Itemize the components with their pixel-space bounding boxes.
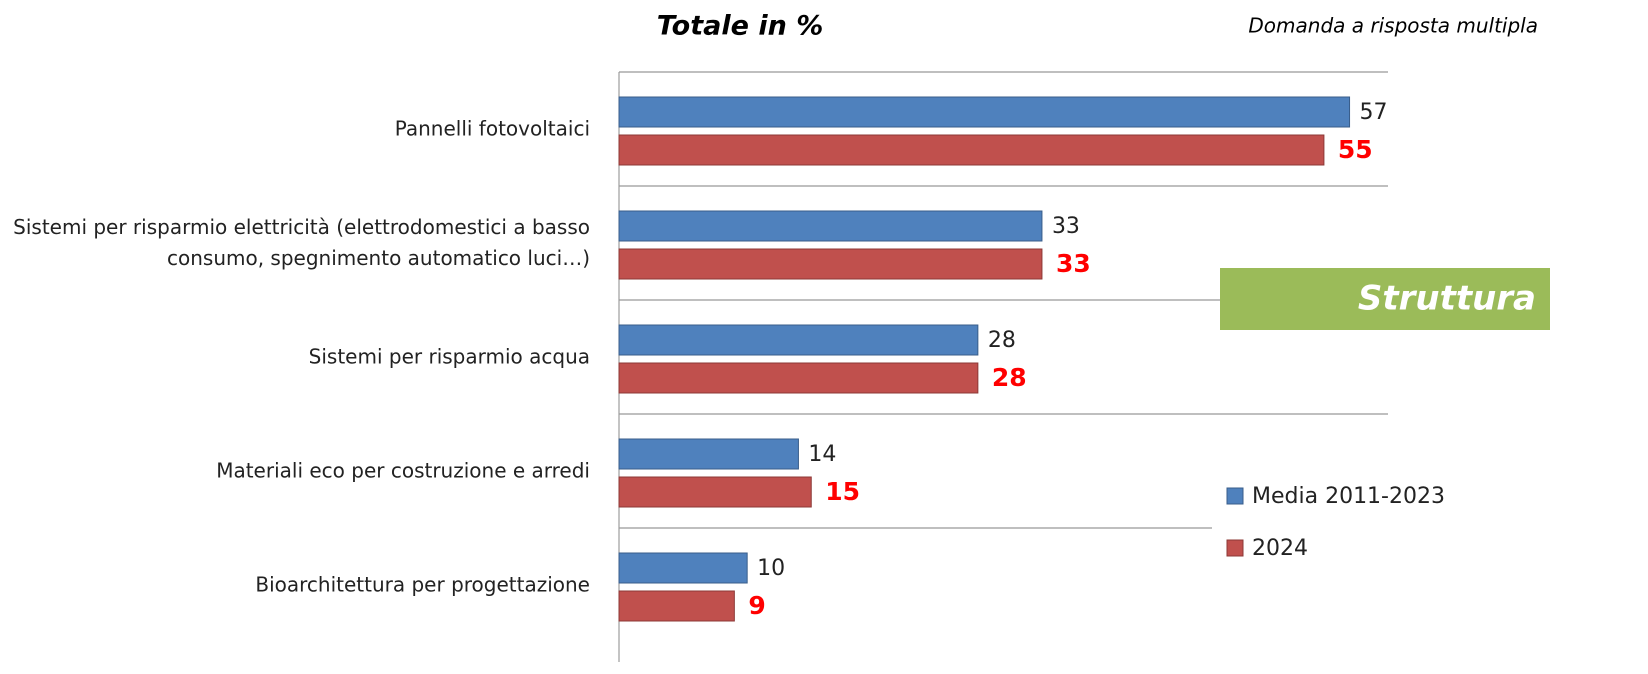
value-label: 33	[1052, 214, 1080, 239]
y-tick-label: Sistemi per risparmio acqua	[308, 344, 590, 369]
chart-subtitle: Domanda a risposta multipla	[1248, 14, 1538, 38]
y-tick-label: Pannelli fotovoltaici	[394, 116, 590, 141]
annotation-box	[1220, 268, 1550, 330]
bar	[618, 96, 1351, 128]
annotation: Struttura	[1358, 279, 1536, 319]
value-label: 14	[808, 442, 836, 467]
value-label: 55	[1338, 135, 1373, 164]
bar	[618, 248, 1043, 280]
value-label: 10	[757, 556, 785, 581]
value-label: 9	[748, 591, 765, 620]
y-tick-label: Materiali eco per costruzione e arredi	[216, 458, 590, 483]
legend-swatch	[1226, 487, 1244, 505]
bar	[618, 552, 748, 584]
bar	[618, 476, 812, 508]
value-label: 28	[992, 363, 1027, 392]
y-tick-label: Bioarchitettura per progettazione	[255, 572, 590, 597]
value-label: 57	[1360, 100, 1388, 125]
bar	[618, 362, 979, 394]
value-label: 28	[988, 328, 1016, 353]
legend-background	[1212, 460, 1542, 590]
bar	[618, 134, 1325, 166]
legend-label: Media 2011-2023	[1252, 484, 1445, 509]
y-tick-label: Sistemi per risparmio elettricità (elett…	[13, 215, 590, 270]
chart-title: Totale in %	[657, 11, 824, 42]
bar	[618, 324, 979, 356]
legend-swatch	[1226, 539, 1244, 557]
bar	[618, 438, 799, 470]
bar	[618, 590, 735, 622]
value-label: 15	[825, 477, 860, 506]
legend-label: 2024	[1252, 536, 1308, 561]
value-label: 33	[1056, 249, 1091, 278]
bar	[618, 210, 1043, 242]
